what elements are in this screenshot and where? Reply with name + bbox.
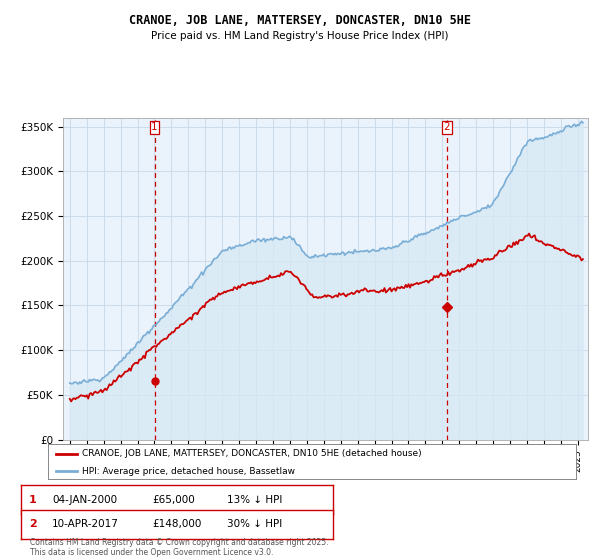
- Text: 30% ↓ HPI: 30% ↓ HPI: [227, 519, 282, 529]
- Text: 2: 2: [443, 123, 450, 132]
- Text: 1: 1: [29, 494, 37, 505]
- Text: 1: 1: [151, 123, 158, 132]
- Text: HPI: Average price, detached house, Bassetlaw: HPI: Average price, detached house, Bass…: [82, 466, 295, 475]
- Text: £148,000: £148,000: [152, 519, 202, 529]
- Text: CRANOE, JOB LANE, MATTERSEY, DONCASTER, DN10 5HE: CRANOE, JOB LANE, MATTERSEY, DONCASTER, …: [129, 14, 471, 27]
- Text: 10-APR-2017: 10-APR-2017: [52, 519, 119, 529]
- Text: 13% ↓ HPI: 13% ↓ HPI: [227, 494, 282, 505]
- Text: £65,000: £65,000: [152, 494, 195, 505]
- Text: Price paid vs. HM Land Registry's House Price Index (HPI): Price paid vs. HM Land Registry's House …: [151, 31, 449, 41]
- Text: 2: 2: [29, 519, 37, 529]
- Text: CRANOE, JOB LANE, MATTERSEY, DONCASTER, DN10 5HE (detached house): CRANOE, JOB LANE, MATTERSEY, DONCASTER, …: [82, 449, 422, 458]
- Text: 04-JAN-2000: 04-JAN-2000: [52, 494, 118, 505]
- Text: Contains HM Land Registry data © Crown copyright and database right 2025.
This d: Contains HM Land Registry data © Crown c…: [30, 538, 329, 557]
